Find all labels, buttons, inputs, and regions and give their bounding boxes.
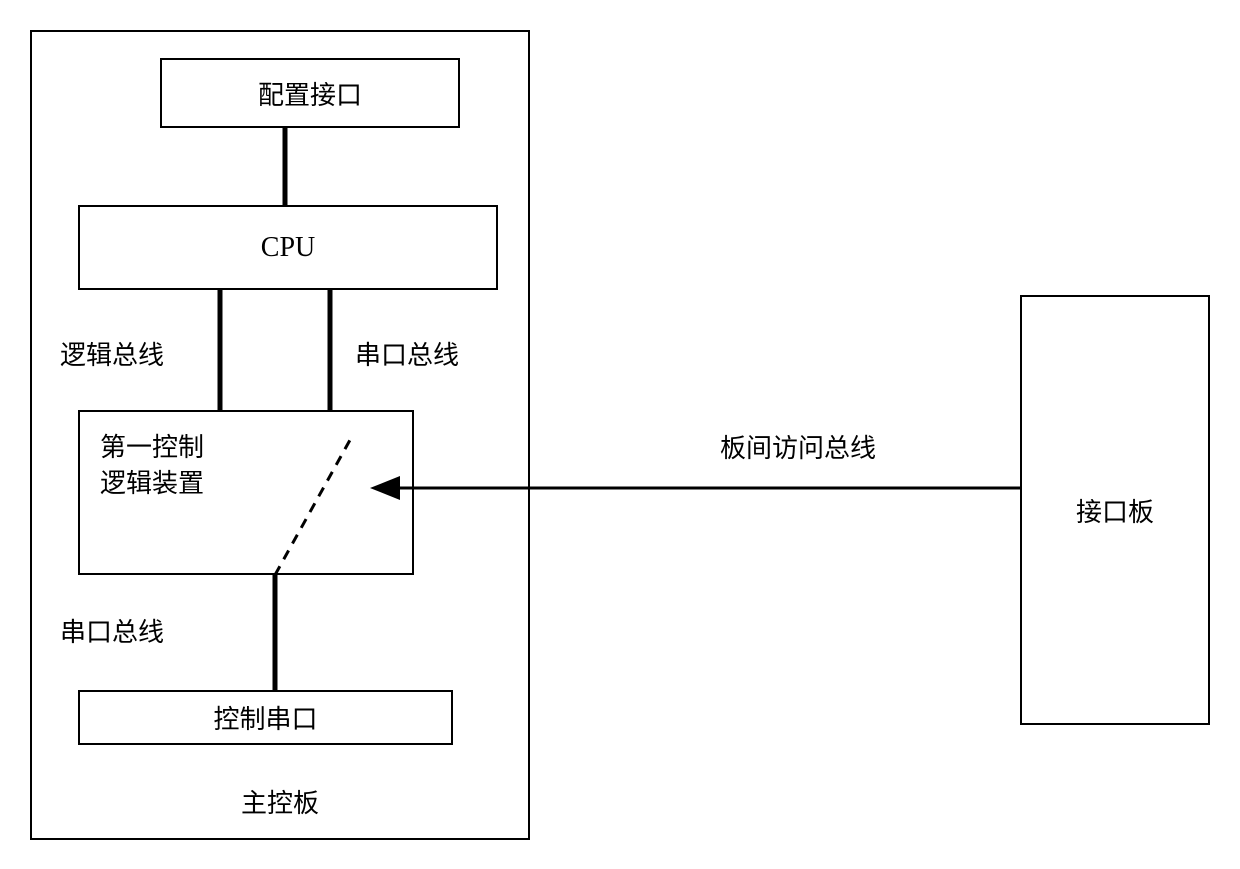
interface-board-box: 接口板	[1020, 295, 1210, 725]
interboard-bus-label: 板间访问总线	[720, 428, 876, 465]
cpu-box: CPU	[78, 205, 498, 290]
first-control-logic-label: 第一控制 逻辑装置	[100, 430, 204, 503]
config-interface-label: 配置接口	[258, 75, 362, 112]
control-serial-label: 控制串口	[213, 699, 317, 736]
serial-bus-bottom-label: 串口总线	[60, 612, 164, 649]
config-interface-box: 配置接口	[160, 58, 460, 128]
main-board-label: 主控板	[241, 783, 319, 820]
cpu-label: CPU	[261, 232, 315, 264]
interface-board-label: 接口板	[1076, 492, 1154, 529]
first-control-logic-box: 第一控制 逻辑装置	[78, 410, 414, 575]
serial-bus-top-label: 串口总线	[355, 335, 459, 372]
control-serial-box: 控制串口	[78, 690, 453, 745]
logic-bus-label: 逻辑总线	[60, 335, 164, 372]
